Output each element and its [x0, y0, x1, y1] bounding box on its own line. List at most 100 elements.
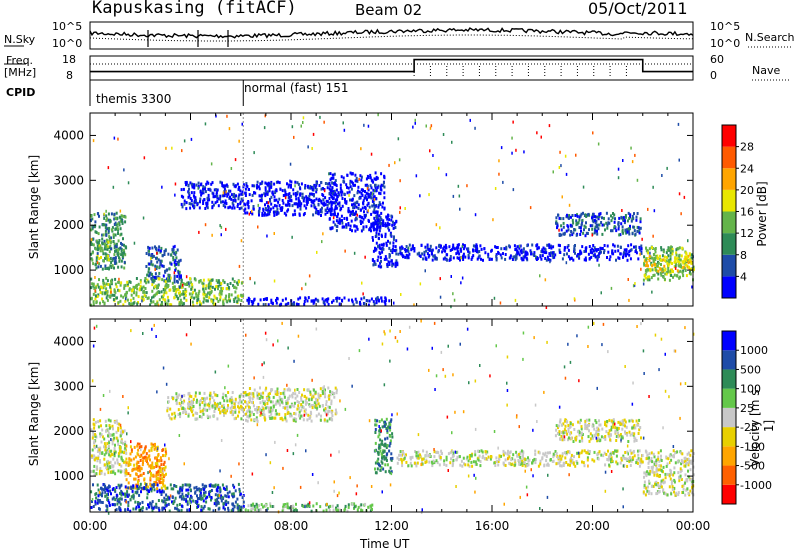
cell-velocity: [361, 509, 364, 513]
cell-velocity: [150, 442, 153, 446]
cell-velocity: [208, 393, 211, 397]
cell-velocity: [300, 404, 303, 408]
cell-power: [480, 247, 483, 251]
cell-velocity: [256, 396, 259, 400]
noise-power: [429, 126, 432, 130]
cell-power: [310, 186, 313, 189]
cell-power: [455, 246, 458, 250]
cell-power: [231, 206, 234, 210]
cell-velocity: [169, 407, 172, 411]
cell-velocity: [310, 412, 313, 416]
cell-power: [155, 265, 158, 269]
cell-power: [386, 215, 389, 219]
cell-power: [292, 188, 295, 192]
cell-velocity: [186, 494, 189, 498]
cell-power: [675, 253, 678, 257]
cell-power: [652, 274, 655, 277]
cell-velocity: [107, 486, 110, 490]
cell-power: [572, 231, 575, 235]
cell-power: [384, 235, 387, 239]
cell-power: [303, 300, 306, 303]
cell-power: [585, 249, 587, 253]
cell-power: [122, 214, 125, 218]
cell-velocity: [323, 408, 325, 412]
cell-power: [337, 212, 339, 216]
cell-power: [211, 206, 214, 210]
cell-power: [640, 244, 643, 248]
noise-power: [300, 124, 302, 128]
cell-power: [114, 282, 117, 286]
cell-velocity: [165, 493, 168, 497]
cell-power: [115, 242, 118, 246]
cell-power: [653, 273, 656, 277]
cell-power: [522, 247, 525, 251]
cell-velocity: [97, 488, 100, 492]
cell-power: [195, 295, 198, 299]
cell-velocity: [415, 462, 417, 466]
cell-velocity: [290, 414, 293, 418]
cell-power: [190, 281, 193, 285]
cell-power: [166, 295, 169, 299]
cell-power: [101, 249, 104, 253]
cell-power: [352, 206, 355, 210]
cell-power: [167, 273, 170, 277]
cell-power: [355, 300, 358, 304]
cell-power: [567, 225, 570, 229]
cell-velocity: [133, 477, 136, 481]
cell-velocity: [124, 448, 127, 452]
cell-velocity: [122, 430, 124, 434]
cell-power: [373, 227, 376, 231]
cell-power: [184, 290, 187, 294]
cell-velocity: [198, 406, 201, 410]
cell-power: [114, 233, 117, 237]
cell-velocity: [255, 416, 258, 420]
cell-power: [428, 253, 431, 257]
cell-power: [97, 265, 100, 269]
noise-power: [321, 240, 323, 244]
noise-power: [113, 136, 116, 140]
cell-velocity: [142, 456, 145, 460]
cell-power: [662, 248, 665, 252]
cell-power: [343, 192, 346, 196]
cell-power: [334, 223, 337, 227]
cell-power: [98, 239, 101, 242]
cell-power: [597, 217, 600, 221]
cell-velocity: [92, 469, 95, 473]
cell-velocity: [125, 461, 128, 465]
cell-velocity: [326, 412, 329, 416]
cell-power: [262, 303, 265, 307]
cell-velocity: [234, 416, 237, 420]
cell-velocity: [237, 405, 239, 409]
cell-power: [653, 262, 656, 266]
cell-power: [106, 267, 109, 270]
cell-power: [384, 296, 387, 300]
cell-velocity: [178, 503, 181, 506]
cell-power: [640, 247, 643, 251]
cell-power: [381, 223, 384, 227]
cell-power: [98, 262, 101, 266]
cell-power: [348, 209, 351, 213]
cell-power: [322, 301, 325, 305]
cell-power: [128, 302, 131, 306]
cell-power: [236, 300, 239, 304]
cell-power: [270, 182, 273, 186]
cell-power: [299, 207, 302, 211]
noise-power: [127, 181, 130, 185]
noise-power: [591, 233, 593, 237]
noise-power: [307, 145, 309, 149]
cell-power: [377, 236, 380, 240]
cell-power: [328, 201, 331, 205]
noise-power: [219, 224, 221, 228]
cell-power: [176, 279, 178, 283]
cell-power: [219, 194, 222, 198]
cell-power: [310, 192, 313, 196]
cell-power: [189, 277, 191, 281]
cell-power: [589, 224, 592, 228]
noise-power: [367, 124, 370, 128]
noise-power: [400, 293, 402, 296]
noise-power: [254, 281, 256, 285]
cell-power: [102, 233, 105, 237]
cell-velocity: [282, 391, 285, 395]
cell-power: [370, 196, 373, 200]
cell-power: [381, 250, 384, 254]
